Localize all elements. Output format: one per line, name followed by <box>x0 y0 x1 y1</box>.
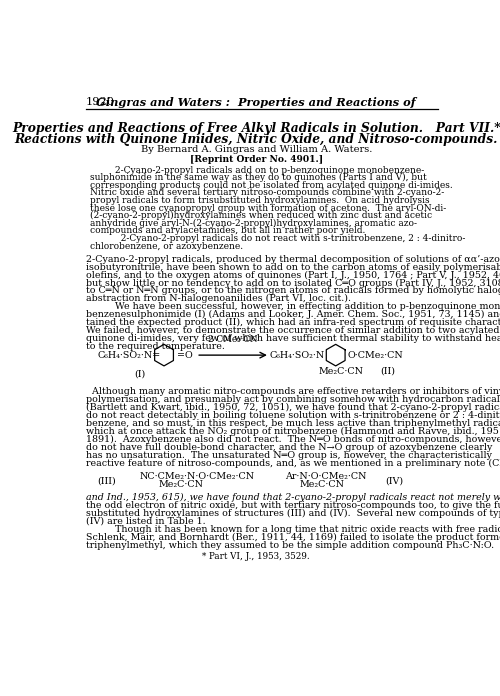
Text: and Ind., 1953, 615), we have found that 2-cyano-2-propyl radicals react not mer: and Ind., 1953, 615), we have found that… <box>86 493 500 503</box>
Text: We have been successful, however, in effecting addition to p-benzoquinone mono-: We have been successful, however, in eff… <box>109 302 500 311</box>
Text: Ar·N·O·CMe₂·CN: Ar·N·O·CMe₂·CN <box>286 472 367 481</box>
Text: these lose one cyanopropyl group with formation of acetone.  The aryl-ON-di-: these lose one cyanopropyl group with fo… <box>90 203 446 212</box>
Text: compounds and arylacetamides, but all in rather poor yield.: compounds and arylacetamides, but all in… <box>90 226 365 235</box>
Text: Me₂C·CN: Me₂C·CN <box>318 367 363 376</box>
Text: 2 CMe₂·CN: 2 CMe₂·CN <box>208 335 258 344</box>
Text: anhydride give aryl-N-(2-cyano-2-propyl)hydroxylamines, aromatic azo-: anhydride give aryl-N-(2-cyano-2-propyl)… <box>90 219 416 228</box>
Text: Reactions with Quinone Imides, Nitric Oxide, and Nitroso-compounds.: Reactions with Quinone Imides, Nitric Ox… <box>14 134 498 146</box>
Text: substituted hydroxylamines of structures (III) and (IV).  Several new compounds : substituted hydroxylamines of structures… <box>86 509 500 518</box>
Text: benzenesulphonimide (I) (Adams and Looker, J. Amer. Chem. Soc., 1951, 73, 1145) : benzenesulphonimide (I) (Adams and Looke… <box>86 310 500 319</box>
Text: tained the expected product (II), which had an infra-red spectrum of requisite c: tained the expected product (II), which … <box>86 318 500 327</box>
Text: Properties and Reactions of Free Alkyl Radicals in Solution.   Part VII.*: Properties and Reactions of Free Alkyl R… <box>12 122 500 134</box>
Text: chlorobenzene, or azoxybenzene.: chlorobenzene, or azoxybenzene. <box>90 242 243 251</box>
Text: * Part VI, J., 1953, 3529.: * Part VI, J., 1953, 3529. <box>202 552 310 561</box>
Text: Though it has been known for a long time that nitric oxide reacts with free radi: Though it has been known for a long time… <box>109 525 500 534</box>
Text: which at once attack the NO₂ group of nitrobenzene (Hammond and Ravve, ibid., 19: which at once attack the NO₂ group of ni… <box>86 427 500 436</box>
Text: NC·CMe₂·N·O·CMe₂·CN: NC·CMe₂·N·O·CMe₂·CN <box>140 472 255 481</box>
Text: We failed, however, to demonstrate the occurrence of similar addition to two acy: We failed, however, to demonstrate the o… <box>86 326 499 335</box>
Text: Me₂C·CN: Me₂C·CN <box>300 480 344 489</box>
Text: O·CMe₂·CN: O·CMe₂·CN <box>348 351 404 360</box>
Text: C₆H₄·SO₂·N: C₆H₄·SO₂·N <box>270 351 325 360</box>
Text: do not react detectably in boiling toluene solution with s-trinitrobenzene or 2 : do not react detectably in boiling tolue… <box>86 411 500 420</box>
Text: propyl radicals to form trisubstituted hydroxylamines.  On acid hydrolysis: propyl radicals to form trisubstituted h… <box>90 196 429 205</box>
Text: quinone di-imides, very few of which have sufficient thermal stability to withst: quinone di-imides, very few of which hav… <box>86 334 500 343</box>
Text: polymerisation, and presumably act by combining somehow with hydrocarbon radical: polymerisation, and presumably act by co… <box>86 395 500 404</box>
Text: 1920: 1920 <box>86 97 115 107</box>
Text: [Reprint Order No. 4901.]: [Reprint Order No. 4901.] <box>190 155 323 164</box>
Text: the odd electron of nitric oxide, but with tertiary nitroso-compounds too, to gi: the odd electron of nitric oxide, but wi… <box>86 501 500 510</box>
Text: =O: =O <box>177 351 192 360</box>
Text: (I): (I) <box>134 370 145 379</box>
Text: (III): (III) <box>98 476 116 485</box>
Text: 2-Cyano-2-propyl radicals add on to p-benzoquinone monobenzene-: 2-Cyano-2-propyl radicals add on to p-be… <box>115 166 424 175</box>
Text: By Bernard A. Gingras and William A. Waters.: By Bernard A. Gingras and William A. Wat… <box>140 145 372 154</box>
Text: 1891).  Azoxybenzene also did not react.  The N═O bonds of nitro-compounds, howe: 1891). Azoxybenzene also did not react. … <box>86 435 500 444</box>
Text: (2-cyano-2-propyl)hydroxylamines when reduced with zinc dust and acetic: (2-cyano-2-propyl)hydroxylamines when re… <box>90 211 432 221</box>
Text: Nitric oxide and several tertiary nitroso-compounds combine with 2-cyano-2-: Nitric oxide and several tertiary nitros… <box>90 189 444 198</box>
Text: (IV) are listed in Table 1.: (IV) are listed in Table 1. <box>86 517 206 526</box>
Text: triphenylmethyl, which they assumed to be the simple addition compound Ph₃C·N:O.: triphenylmethyl, which they assumed to b… <box>86 541 494 550</box>
Text: (Bartlett and Kwart, ibid., 1950, 72, 1051), we have found that 2-cyano-2-propyl: (Bartlett and Kwart, ibid., 1950, 72, 10… <box>86 403 500 412</box>
Text: Gingras and Waters :  Properties and Reactions of: Gingras and Waters : Properties and Reac… <box>96 97 416 108</box>
Text: isobutyronitrile, have been shown to add on to the carbon atoms of easily polyme: isobutyronitrile, have been shown to add… <box>86 262 500 271</box>
Text: 2-Cyano-2-propyl radicals do not react with s-trinitrobenzene, 2 : 4-dinitro-: 2-Cyano-2-propyl radicals do not react w… <box>115 234 465 243</box>
Text: but show little or no tendency to add on to isolated C═O groups (Part IV, J., 19: but show little or no tendency to add on… <box>86 278 500 287</box>
Text: benzene, and so must, in this respect, be much less active than triphenylmethyl : benzene, and so must, in this respect, b… <box>86 419 500 428</box>
Text: Although many aromatic nitro-compounds are effective retarders or inhibitors of : Although many aromatic nitro-compounds a… <box>86 387 500 396</box>
Text: sulphonimide in the same way as they do to quinones (Parts I and V), but: sulphonimide in the same way as they do … <box>90 173 426 182</box>
Text: (II): (II) <box>380 367 396 376</box>
Text: Schlenk, Mair, and Bornhardt (Ber., 1911, 44, 1169) failed to isolate the produc: Schlenk, Mair, and Bornhardt (Ber., 1911… <box>86 533 500 542</box>
Text: corresponding products could not be isolated from acylated quinone di-imides.: corresponding products could not be isol… <box>90 181 452 190</box>
Text: (IV): (IV) <box>385 476 403 485</box>
Text: to the required temperature.: to the required temperature. <box>86 342 224 351</box>
Text: has no unsaturation.  The unsaturated N═O group is, however, the characteristica: has no unsaturation. The unsaturated N═O… <box>86 451 492 460</box>
Text: olefins, and to the oxygen atoms of quinones (Part I, J., 1950, 1764 ; Part V, J: olefins, and to the oxygen atoms of quin… <box>86 271 500 280</box>
Text: to C═N or N═N groups, or to the nitrogen atoms of radicals formed by homolytic h: to C═N or N═N groups, or to the nitrogen… <box>86 286 500 295</box>
Text: 2-Cyano-2-propyl radicals, produced by thermal decomposition of solutions of αα’: 2-Cyano-2-propyl radicals, produced by t… <box>86 255 500 264</box>
Text: abstraction from N-halogenoanilides (Part VI, loc. cit.).: abstraction from N-halogenoanilides (Par… <box>86 294 351 303</box>
Text: Me₂C·CN: Me₂C·CN <box>158 480 204 489</box>
Text: reactive feature of nitroso-compounds, and, as we mentioned in a preliminary not: reactive feature of nitroso-compounds, a… <box>86 459 500 468</box>
Text: do not have full double-bond character, and the N→O group of azoxybenzene clearl: do not have full double-bond character, … <box>86 443 492 452</box>
Text: C₆H₄·SO₂·N=: C₆H₄·SO₂·N= <box>98 351 160 360</box>
